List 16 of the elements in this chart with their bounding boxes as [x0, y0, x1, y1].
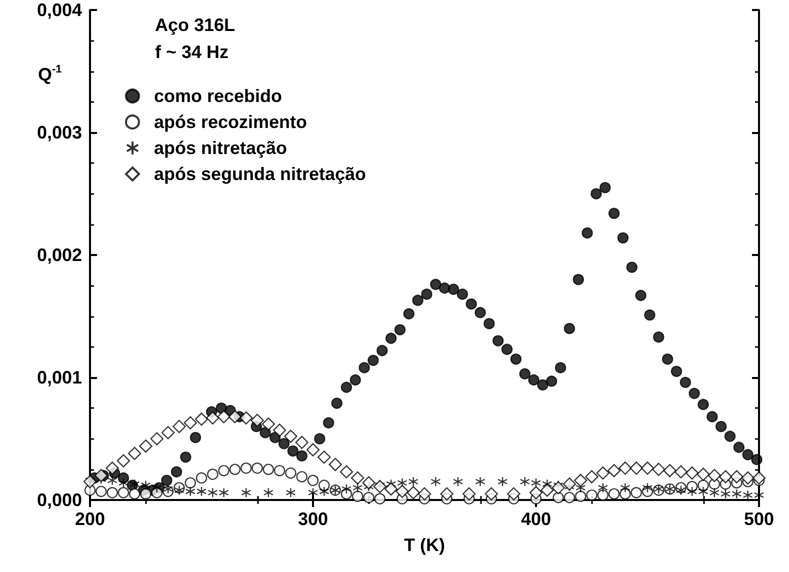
y-tick-label: 0,003	[36, 122, 82, 142]
x-axis-title: T (K)	[404, 535, 445, 555]
x-tick-label: 300	[298, 509, 328, 529]
x-tick-label: 200	[74, 509, 106, 529]
legend-label: após nitretação	[154, 138, 288, 158]
x-tick-label: 400	[520, 509, 552, 529]
y-tick-label: 0,001	[36, 368, 82, 388]
legend-label: após segunda nitretação	[154, 164, 366, 184]
legend-label: como recebido	[154, 86, 282, 106]
y-tick-label: 0,004	[36, 0, 82, 20]
y-tick-label: 0,000	[36, 490, 82, 510]
legend-label: após recozimento	[154, 112, 308, 132]
annotation: f ~ 34 Hz	[155, 42, 229, 62]
annotation: Aço 316L	[155, 15, 236, 35]
y-tick-label: 0,002	[36, 245, 82, 265]
x-tick-label: 500	[744, 509, 774, 529]
